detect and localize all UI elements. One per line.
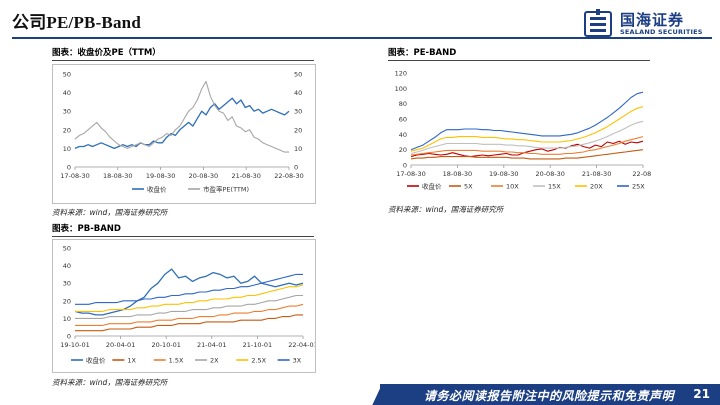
x-tick-label: 22-08-30 [274, 172, 304, 180]
legend-label-1: 5X [464, 183, 473, 191]
y-tick-label: 30 [63, 280, 71, 288]
y-tick-label: 50 [63, 245, 71, 253]
legend-label-0: 收盘价 [422, 182, 442, 191]
pe-band-chart: 0 20 40 60 80 100 120 17-08-30 18-08-30 19-08-30 2… [395, 70, 651, 191]
y-tick-label: 10 [63, 145, 71, 153]
x-tick-label: 22-08- [632, 170, 651, 178]
series-line-3 [410, 120, 644, 155]
legend-label-1: 市盈率PE(TTM) [203, 185, 249, 194]
series-line-0 [74, 97, 290, 150]
x-tick-label: 19-08-30 [489, 170, 519, 178]
y-tick-label: 40 [399, 131, 407, 139]
y-tick-label: 0 [403, 162, 407, 170]
x-tick-label: 21-10-01 [243, 341, 273, 349]
panel-2-source: 资料来源：wind，国海证券研究所 [388, 205, 504, 214]
legend-label-2: 1.5X [169, 357, 184, 365]
series-line-2 [410, 136, 644, 156]
x-tick-label: 20-10-01 [151, 341, 181, 349]
panel-2-rule [388, 60, 650, 61]
series-line-1 [75, 314, 303, 332]
x-tick-label: 20-08-30 [535, 170, 565, 178]
x-tick-label: 21-08-30 [582, 170, 612, 178]
series-line-5 [75, 273, 303, 305]
series-line-1 [74, 80, 289, 153]
panel-3-source: 资料来源：wind，国海证券研究所 [52, 378, 168, 387]
chart-2-box: 0 20 40 60 80 100 120 17-08-30 18-08-30 19-08-30 2… [388, 64, 652, 200]
panel-1-rule [52, 60, 314, 61]
y-tick-label: 0 [67, 164, 71, 172]
y-tick-label: 0 [67, 333, 71, 341]
y2-tick-label: 10 [294, 145, 302, 153]
series-line-0 [410, 140, 644, 158]
legend-label-5: 3X [293, 357, 302, 365]
legend-label-0: 收盘价 [86, 356, 106, 365]
logo-english-name: SEALAND SECURITIES [620, 28, 703, 36]
y2-tick-label: 0 [294, 164, 298, 172]
y-tick-label: 40 [63, 89, 71, 97]
x-tick-label: 22-04-01 [288, 341, 315, 349]
x-tick-label: 19-08-30 [146, 172, 176, 180]
series-line-0 [74, 268, 304, 316]
series-line-1 [410, 149, 644, 160]
page-title: 公司PE/PB-Band [12, 13, 141, 32]
y-tick-label: 10 [63, 315, 71, 323]
chart-1-box: 0 10 20 30 40 50 0 10 20 30 40 50 17-08-30 18-08-30 19… [52, 64, 316, 204]
y-tick-label: 20 [63, 297, 71, 305]
legend-label-3: 15X [548, 183, 561, 191]
y-tick-label: 30 [63, 108, 71, 116]
panel-3-title: 图表：PB-BAND [52, 224, 121, 234]
x-tick-label: 18-08-30 [443, 170, 473, 178]
footer: 请务必阅读报告附注中的风险提示和免责声明 21 [0, 384, 720, 405]
legend-label-4: 20X [590, 183, 603, 191]
y2-tick-label: 40 [294, 89, 302, 97]
chart-3-box: 0 10 20 30 40 50 19-10-01 20-04-01 20-10-01 21-04… [52, 239, 316, 373]
y2-tick-label: 50 [294, 71, 302, 79]
series-line-3 [75, 294, 303, 319]
x-tick-label: 17-08-30 [396, 170, 426, 178]
y2-tick-label: 30 [294, 108, 302, 116]
panel-1-source: 资料来源：wind，国海证券研究所 [52, 208, 168, 217]
x-tick-label: 20-04-01 [106, 341, 136, 349]
series-line-4 [75, 284, 304, 312]
legend-label-0: 收盘价 [147, 185, 167, 194]
x-tick-label: 21-04-01 [197, 341, 227, 349]
y-tick-label: 50 [63, 71, 71, 79]
header-divider [12, 37, 712, 39]
y-tick-label: 120 [395, 70, 407, 78]
y-tick-label: 100 [395, 85, 407, 93]
legend-label-1: 1X [127, 357, 136, 365]
x-tick-label: 20-08-30 [189, 172, 219, 180]
legend-label-3: 2X [210, 357, 219, 365]
y-tick-label: 40 [63, 262, 71, 270]
series-line-5 [410, 91, 644, 151]
x-tick-label: 18-08-30 [103, 172, 133, 180]
legend-label-2: 10X [506, 183, 519, 191]
y2-tick-label: 20 [294, 126, 302, 134]
x-tick-label: 17-08-30 [60, 172, 90, 180]
x-tick-label: 21-08-30 [231, 172, 261, 180]
footer-notch [360, 384, 394, 405]
pb-band-chart: 0 10 20 30 40 50 19-10-01 20-04-01 20-10-01 21-04… [60, 245, 315, 365]
logo-chinese-name: 国海证券 [620, 11, 685, 29]
page-number: 21 [693, 387, 710, 401]
y-tick-label: 60 [399, 116, 407, 124]
legend-label-5: 25X [632, 183, 645, 191]
panel-2-title: 图表：PE-BAND [388, 48, 457, 58]
legend-label-4: 2.5X [251, 357, 266, 365]
x-tick-label: 19-10-01 [60, 341, 90, 349]
series-line-4 [410, 106, 644, 152]
panel-3-rule [52, 236, 314, 237]
disclaimer-text: 请务必阅读报告附注中的风险提示和免责声明 [423, 389, 674, 403]
company-logo: 国海证券 SEALAND SECURITIES [584, 8, 714, 38]
close-pe-chart: 0 10 20 30 40 50 0 10 20 30 40 50 17-08-30 18-08-30 19… [60, 71, 304, 194]
footer-band [380, 384, 720, 405]
y-tick-label: 20 [399, 146, 407, 154]
logo-mark-icon [584, 9, 612, 37]
y-tick-label: 20 [63, 126, 71, 134]
y-tick-label: 80 [399, 100, 407, 108]
panel-1-title: 图表：收盘价及PE（TTM） [52, 48, 161, 58]
series-line-2 [75, 303, 304, 326]
